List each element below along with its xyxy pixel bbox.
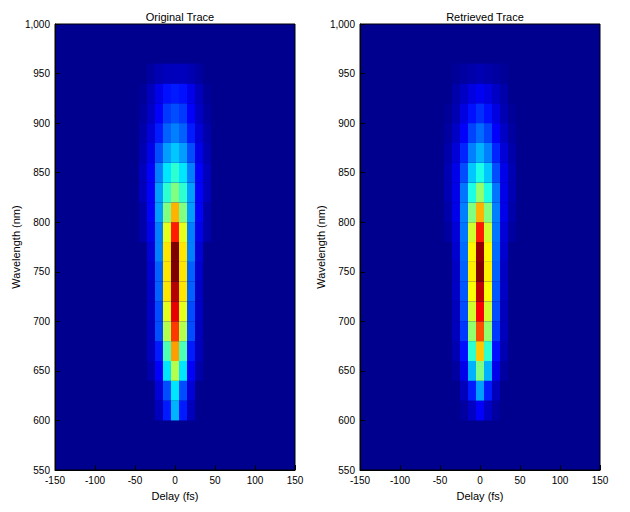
svg-text:650: 650	[338, 365, 355, 376]
svg-text:150: 150	[287, 475, 304, 486]
svg-text:150: 150	[592, 475, 609, 486]
svg-text:550: 550	[33, 464, 50, 476]
svg-text:950: 950	[33, 68, 50, 79]
svg-text:Wavelength (nm): Wavelength (nm)	[315, 205, 327, 288]
svg-text:550: 550	[338, 464, 355, 476]
svg-text:600: 600	[338, 415, 355, 426]
svg-text:650: 650	[33, 365, 50, 376]
svg-text:-150: -150	[45, 475, 65, 486]
svg-text:600: 600	[33, 415, 50, 426]
svg-text:Retrieved Trace: Retrieved Trace	[446, 11, 524, 23]
svg-text:850: 850	[33, 167, 50, 178]
svg-text:750: 750	[33, 266, 50, 277]
svg-text:-100: -100	[85, 475, 105, 486]
svg-text:-50: -50	[128, 475, 143, 486]
svg-text:0: 0	[172, 475, 178, 486]
svg-text:-150: -150	[350, 475, 370, 486]
svg-text:-50: -50	[433, 475, 448, 486]
svg-text:0: 0	[477, 475, 483, 486]
svg-text:50: 50	[514, 475, 526, 486]
svg-text:700: 700	[33, 316, 50, 327]
svg-text:800: 800	[33, 217, 50, 228]
svg-text:850: 850	[338, 167, 355, 178]
svg-text:100: 100	[552, 475, 569, 486]
svg-text:100: 100	[247, 475, 264, 486]
svg-text:Delay (fs): Delay (fs)	[151, 490, 198, 502]
svg-text:800: 800	[338, 217, 355, 228]
svg-text:900: 900	[338, 118, 355, 129]
svg-text:Delay (fs): Delay (fs)	[456, 490, 503, 502]
svg-text:700: 700	[338, 316, 355, 327]
svg-text:50: 50	[209, 475, 221, 486]
svg-text:750: 750	[338, 266, 355, 277]
svg-text:Wavelength (nm): Wavelength (nm)	[10, 205, 22, 288]
svg-text:900: 900	[33, 118, 50, 129]
svg-text:1,000: 1,000	[25, 19, 50, 30]
svg-text:-100: -100	[390, 475, 410, 486]
svg-text:1,000: 1,000	[330, 19, 355, 30]
svg-text:950: 950	[338, 68, 355, 79]
svg-text:Original Trace: Original Trace	[146, 11, 214, 23]
